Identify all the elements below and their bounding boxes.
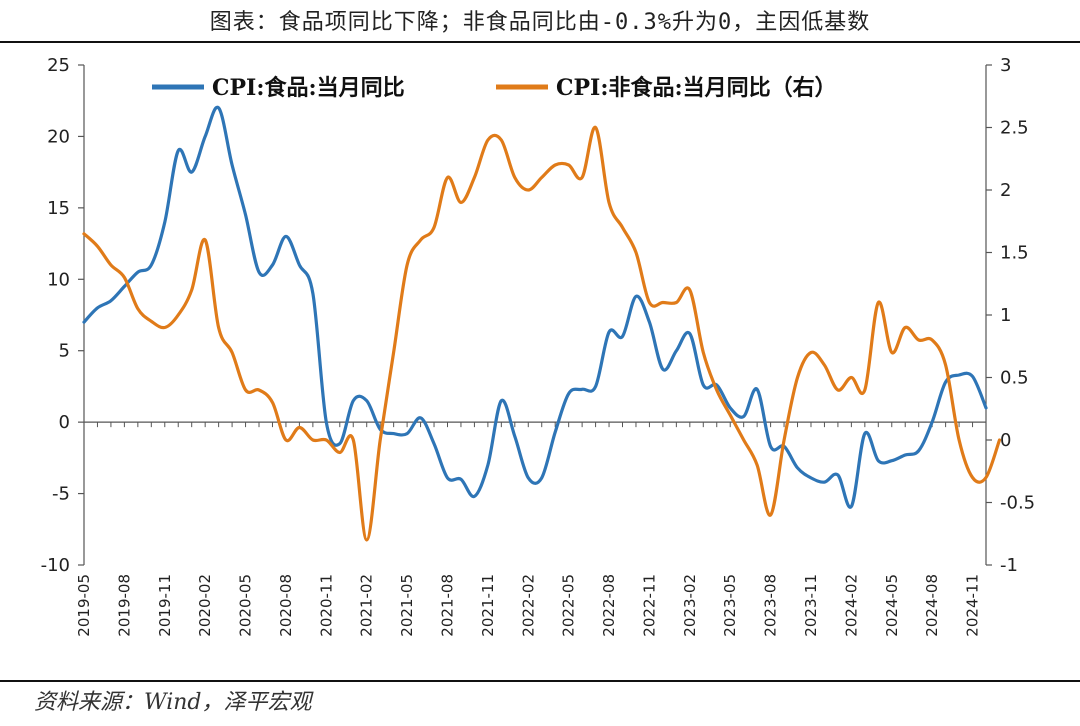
left-y-axis-labels: 25 20 15 10 5 0 -5 -10: [41, 55, 70, 576]
x-tick-label: 2023-11: [802, 574, 820, 637]
x-tick-label: 2020-11: [317, 574, 335, 637]
line-chart: 25 20 15 10 5 0 -5 -10 3 2.5 2 1.5 1 0.5 0 -0.5 -1 2019…: [41, 55, 1036, 637]
footer-rule: [0, 680, 1080, 682]
right-tick-label: 1.5: [1000, 243, 1029, 264]
x-tick-label: 2024-02: [842, 574, 860, 637]
x-tick-label: 2021-05: [398, 574, 416, 637]
x-axis-labels: 2019-05 2019-08 2019-11 2020-02 2020-05 2020-…: [75, 574, 982, 637]
right-tick-label: -0.5: [1000, 493, 1035, 514]
series-line-food: [82, 105, 988, 509]
left-tick-label: 5: [59, 341, 70, 362]
right-tick-label: -1: [1000, 555, 1018, 576]
x-tick-label: 2023-05: [721, 574, 739, 637]
right-tick-label: 0.5: [1000, 368, 1029, 389]
series-lines: [82, 105, 1002, 542]
x-tick-label: 2020-05: [237, 574, 255, 637]
title-rule: [0, 41, 1080, 43]
left-tick-label: 20: [47, 126, 70, 147]
left-tick-label: 15: [47, 198, 70, 219]
left-tick-label: 25: [47, 55, 70, 76]
x-tick-label: 2019-08: [115, 574, 133, 637]
right-tick-label: 0: [1000, 430, 1011, 451]
left-tick-label: -5: [52, 484, 70, 505]
x-tick-label: 2020-02: [196, 574, 214, 637]
right-tick-label: 3: [1000, 55, 1011, 76]
x-tick-label: 2024-05: [883, 574, 901, 637]
x-tick-label: 2021-08: [438, 574, 456, 637]
legend-label-food: CPI:食品:当月同比: [212, 75, 405, 101]
right-tick-label: 2.5: [1000, 118, 1029, 139]
source-note: 资料来源：Wind，泽平宏观: [34, 690, 312, 715]
x-tick-label: 2023-08: [762, 574, 780, 637]
right-tick-label: 2: [1000, 180, 1011, 201]
x-tick-label: 2019-05: [75, 574, 93, 637]
x-tick-label: 2023-02: [681, 574, 699, 637]
left-tick-label: -10: [41, 555, 70, 576]
x-tick-label: 2021-02: [358, 574, 376, 637]
series-line-nonfood: [82, 125, 1002, 542]
x-tick-label: 2022-08: [600, 574, 618, 637]
x-tick-label: 2022-11: [640, 574, 658, 637]
right-y-axis-labels: 3 2.5 2 1.5 1 0.5 0 -0.5 -1: [1000, 55, 1035, 576]
x-tick-label: 2024-11: [964, 574, 982, 637]
left-tick-label: 0: [59, 412, 70, 433]
x-tick-label: 2022-05: [560, 574, 578, 637]
left-tick-label: 10: [47, 269, 70, 290]
right-tick-label: 1: [1000, 305, 1011, 326]
x-tick-label: 2020-08: [277, 574, 295, 637]
chart-title: 图表：食品项同比下降；非食品同比由-0.3%升为0，主因低基数: [209, 10, 871, 35]
x-tick-label: 2021-11: [479, 574, 497, 637]
legend-label-nonfood: CPI:非食品:当月同比（右）: [556, 75, 837, 101]
x-tick-label: 2024-08: [923, 574, 941, 637]
x-tick-label: 2022-02: [519, 574, 537, 637]
legend: CPI:食品:当月同比 CPI:非食品:当月同比（右）: [152, 75, 837, 101]
axes: [78, 64, 992, 566]
x-tick-label: 2019-11: [156, 574, 174, 637]
